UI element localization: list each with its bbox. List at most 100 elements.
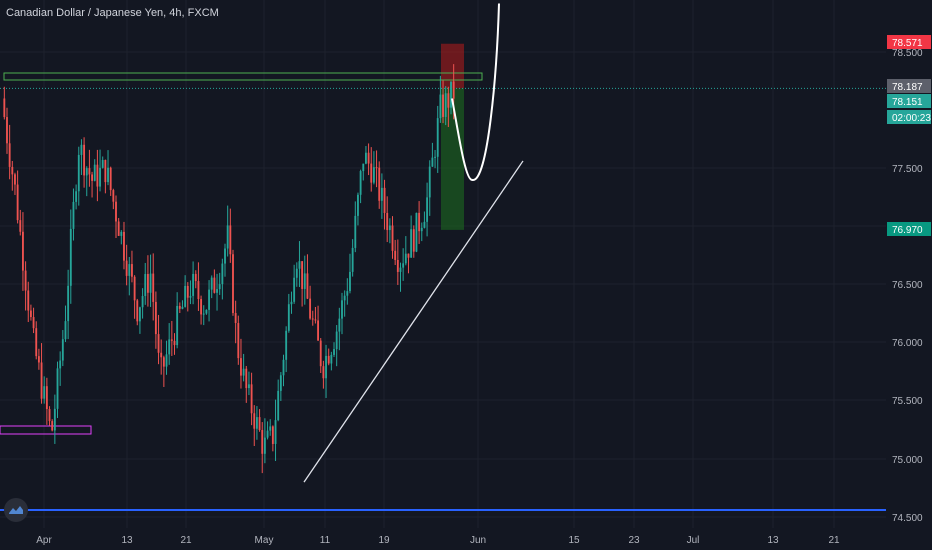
stop-loss-zone[interactable]	[441, 43, 464, 89]
candle-body	[192, 273, 195, 296]
candle-body	[181, 306, 184, 309]
candle-body	[333, 349, 335, 355]
price-label-text: 76.970	[892, 225, 923, 236]
candle-body	[354, 215, 357, 248]
take-profit-zone[interactable]	[441, 88, 464, 230]
candle-body	[197, 281, 200, 300]
time-tick-label: May	[255, 535, 274, 546]
candle-body	[402, 263, 405, 268]
candle-body	[386, 212, 389, 231]
candle-body	[48, 409, 51, 422]
candle-body	[420, 227, 423, 232]
projection-curve[interactable]	[451, 3, 500, 181]
price-label-badge	[887, 94, 931, 108]
candle-body	[346, 291, 349, 296]
time-tick-label: 13	[767, 535, 779, 546]
candle-body	[19, 220, 22, 232]
time-axis-bg	[0, 528, 886, 550]
candle-body	[131, 264, 133, 277]
candle-body	[357, 194, 359, 216]
candle-body	[399, 267, 402, 272]
candle-body	[415, 212, 418, 252]
candle-body	[306, 273, 309, 299]
candle-body	[255, 417, 258, 429]
candle-body	[434, 156, 436, 158]
candle-body	[341, 300, 343, 319]
candle-body	[380, 187, 383, 201]
candle-body	[394, 250, 397, 260]
price-label-text: 78.571	[892, 38, 923, 49]
candle-body	[112, 190, 115, 202]
candle-body	[152, 273, 155, 302]
candle-body	[351, 247, 354, 272]
candle-body	[444, 93, 447, 117]
candle-body	[72, 201, 75, 229]
candle-body	[184, 285, 187, 307]
candle-body	[208, 289, 210, 310]
time-tick-label: 19	[378, 535, 390, 546]
candle-body	[285, 330, 288, 360]
resistance-box[interactable]	[3, 72, 483, 81]
price-tick-label: 77.500	[892, 164, 923, 175]
candle-body	[269, 426, 272, 431]
price-tick-label: 78.500	[892, 48, 923, 59]
candle-body	[168, 339, 171, 355]
candle-body	[93, 164, 96, 181]
candle-body	[311, 318, 314, 320]
candle-body	[67, 285, 70, 322]
candle-body	[83, 144, 86, 176]
candle-body	[301, 261, 304, 289]
candle-body	[115, 201, 117, 222]
candle-body	[298, 261, 301, 269]
price-label-badge	[887, 79, 931, 93]
candle-body	[229, 225, 232, 255]
candle-body	[160, 352, 163, 358]
candle-body	[349, 271, 351, 292]
candle-body	[59, 360, 62, 369]
candle-body	[107, 167, 109, 183]
candle-body	[309, 298, 312, 319]
candle-body	[261, 429, 264, 454]
candle-body	[407, 253, 410, 258]
candle-body	[186, 285, 189, 298]
candle-body	[45, 386, 48, 410]
candle-body	[64, 321, 67, 340]
candlestick-series	[3, 64, 455, 474]
candle-body	[290, 301, 293, 305]
candle-body	[335, 331, 338, 350]
candle-body	[271, 426, 274, 444]
candle-body	[154, 301, 157, 335]
candle-body	[61, 339, 64, 361]
candle-body	[99, 167, 101, 187]
candle-body	[85, 168, 88, 176]
candle-body	[202, 313, 205, 315]
candle-body	[170, 339, 173, 341]
candle-body	[226, 225, 229, 249]
candle-body	[250, 384, 253, 414]
candle-body	[431, 157, 434, 167]
price-tick-label: 75.000	[892, 455, 923, 466]
candle-body	[439, 94, 442, 119]
time-axis[interactable]: Apr 13 21 May 11 19 Jun 15 23 Jul 13 21	[0, 528, 886, 550]
candle-body	[303, 273, 306, 289]
candle-body	[322, 366, 325, 379]
candle-body	[295, 268, 298, 278]
price-axis[interactable]: 78.50077.50077.00076.50076.00075.50075.0…	[886, 0, 932, 550]
candle-body	[77, 154, 80, 192]
candle-body	[242, 368, 245, 376]
candle-body	[56, 368, 59, 409]
candle-body	[282, 359, 285, 376]
candle-body	[141, 296, 144, 308]
candle-body	[442, 94, 444, 117]
price-tick-label: 76.000	[892, 338, 923, 349]
symbol-title: Canadian Dollar / Japanese Yen, 4h, FXCM	[6, 7, 219, 19]
trendline[interactable]	[303, 160, 524, 483]
candle-body	[120, 231, 123, 236]
price-label-text: 78.151	[892, 97, 923, 108]
candle-body	[452, 81, 455, 99]
support-box[interactable]	[0, 425, 92, 435]
candle-body	[157, 334, 160, 353]
candle-body	[325, 355, 327, 379]
candle-body	[418, 212, 421, 232]
